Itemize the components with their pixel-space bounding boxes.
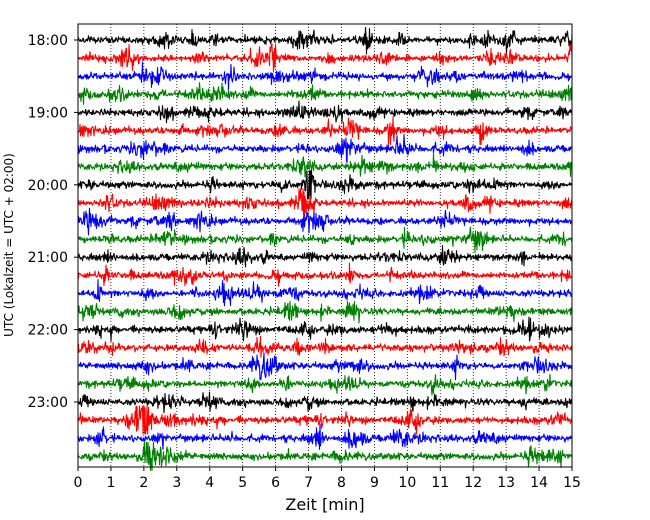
trace-2015 [77,188,573,218]
y-axis-ticks: 18:00 19:00 20:00 21:00 22:00 23:00 [28,33,78,411]
trace-2115 [77,262,573,287]
trace-1800 [77,27,573,55]
y-axis-label: UTC (Lokalzeit = UTC + 02:00) [2,153,16,337]
trace-2300 [77,391,573,414]
x-tick-label-6: 6 [271,475,280,491]
y-tick-label-2200: 22:00 [28,323,68,339]
x-tick-label-10: 10 [398,475,416,491]
x-tick-label-4: 4 [205,475,214,491]
x-tick-label-9: 9 [370,475,379,491]
trace-2045 [77,226,573,253]
x-tick-label-8: 8 [337,475,346,491]
trace-1900 [77,100,573,124]
trace-1930 [77,134,573,164]
x-tick-label-12: 12 [464,475,482,491]
trace-series [77,27,573,471]
trace-2100 [77,244,573,268]
trace-2030 [77,207,573,236]
plot-frame [77,23,573,468]
x-axis-ticks: 0 1 2 3 4 5 6 7 8 9 10 11 12 13 14 15 [74,467,581,491]
trace-2200 [77,316,573,342]
y-tick-label-2100: 21:00 [28,250,68,266]
trace-2315 [77,405,573,435]
trace-1830 [77,61,573,91]
trace-1815 [77,43,573,73]
y-tick-label-2000: 20:00 [28,178,68,194]
trace-2345 [77,441,573,471]
y-tick-label-1800: 18:00 [28,33,68,49]
x-axis-label: Zeit [min] [285,495,364,514]
trace-2215 [77,335,573,358]
y-tick-label-2300: 23:00 [28,395,68,411]
trace-2230 [77,352,573,381]
x-tick-label-1: 1 [106,475,115,491]
trace-1945 [77,152,573,178]
x-tick-label-2: 2 [139,475,148,491]
x-tick-label-0: 0 [74,475,83,491]
x-tick-label-13: 13 [497,475,515,491]
trace-2245 [77,373,573,396]
y-tick-label-1900: 19:00 [28,105,68,121]
trace-1845 [77,82,573,105]
x-tick-label-14: 14 [530,475,548,491]
trace-2000 [77,170,573,200]
trace-2330 [77,423,573,450]
trace-1915 [77,116,573,146]
x-tick-label-11: 11 [431,475,449,491]
x-tick-label-15: 15 [563,475,581,491]
trace-2145 [77,300,573,324]
x-tick-label-7: 7 [304,475,313,491]
trace-2130 [77,279,573,307]
x-tick-label-5: 5 [238,475,247,491]
x-tick-label-3: 3 [172,475,181,491]
